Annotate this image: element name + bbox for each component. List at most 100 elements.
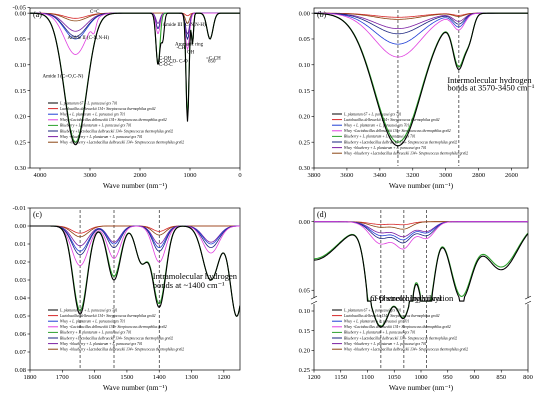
x-tick-label: 950 xyxy=(443,374,453,381)
x-axis-label: Wave number (nm⁻¹) xyxy=(389,383,454,392)
series-line xyxy=(30,12,240,146)
y-tick-label: 0.05 xyxy=(299,36,310,43)
y-tick-label: 0.05 xyxy=(15,36,26,43)
legend-entry: Whey +Lactobacillus delbrueckii 134+ Str… xyxy=(344,325,451,329)
x-tick-label: 0 xyxy=(238,172,241,179)
annotation-text: Aromatic ring xyxy=(175,43,204,48)
y-tick-label: 0.02 xyxy=(15,259,26,266)
y-tick-label: 0.04 xyxy=(15,295,27,302)
legend-entry: Blueberry +Lactobacillus delbrueckii 134… xyxy=(344,336,457,340)
legend-entry: Whey +blueberry + L. plantarum + L. para… xyxy=(60,342,143,346)
series-line xyxy=(314,221,528,230)
y-tick-label: 0.10 xyxy=(15,62,26,69)
annotation-text: bonds at ~1400 cm⁻¹ xyxy=(153,280,225,290)
panel-label: (d) xyxy=(317,210,327,219)
legend-entry: Whey +blueberry + L. plantarum + L. para… xyxy=(344,342,427,346)
legend-entry: Whey +Lactobacillus delbrueckii 134+ Str… xyxy=(60,325,167,329)
y-tick-label: 0.25 xyxy=(15,139,26,146)
annotation-text: =C-CH xyxy=(206,57,221,62)
legend-entry: Whey +blueberry + L. plantarum + L. para… xyxy=(60,135,143,139)
annotation-text: C-O-C xyxy=(159,63,173,68)
annotation-text: Amide III (C-N,N-H) xyxy=(163,23,207,28)
y-tick-label: 0.03 xyxy=(15,277,26,284)
axis-break-mark xyxy=(310,295,318,300)
annotation-text: OH xyxy=(187,50,195,55)
x-tick-label: 800 xyxy=(523,374,533,381)
legend-entry: L. plantarum 67 + L. paracasei grx 701 xyxy=(343,112,402,116)
y-tick-label: -0.05 xyxy=(12,5,26,12)
x-tick-label: 4000 xyxy=(34,172,47,179)
y-tick-label: 0.20 xyxy=(299,114,310,121)
legend: L. plantarum 67 + L. paracasei grx 701 La… xyxy=(332,308,468,352)
y-tick-label: 0.15 xyxy=(299,88,310,95)
legend-entry: Whey + L. plantarum + L. paracasei grx 7… xyxy=(344,124,409,128)
panel-b: (b) 3800 3600 3400 3200 3000 2800 2600 0.00 0.05 0… xyxy=(299,7,535,190)
annotation-text: C-O stretching vibration xyxy=(370,293,454,303)
y-tick-label: 0.15 xyxy=(15,88,26,95)
x-tick-label: 1100 xyxy=(361,374,374,381)
series-line xyxy=(314,12,528,58)
y-tick-label: -0.01 xyxy=(12,205,26,212)
x-tick-label: 1000 xyxy=(415,374,428,381)
legend-entry: Lactobacillus delbrueckii 134+ Streptoco… xyxy=(343,118,440,122)
legend-entry: Blueberry +Lactobacillus delbrueckii 134… xyxy=(60,336,173,340)
axis-break-mark xyxy=(524,295,532,300)
legend-entry: Lactobacillus delbrueckii 134+ Streptoco… xyxy=(59,107,156,111)
y-tick-label: 0.25 xyxy=(299,367,310,374)
y-tick-label: 0.10 xyxy=(299,308,310,315)
y-tick-label: 0.00 xyxy=(299,219,310,226)
legend-entry: Whey +blueberry +Lactobacillus delbrueck… xyxy=(344,152,468,156)
legend-entry: Whey +blueberry +Lactobacillus delbrueck… xyxy=(60,348,184,352)
legend-entry: Lactobacillus delbrueckii 134+ Streptoco… xyxy=(343,314,440,318)
y-tick-label: 0.08 xyxy=(15,367,26,374)
annotation-text: -CH xyxy=(177,46,186,51)
annotation-text: C-OH xyxy=(159,57,172,62)
annotation-text: C=C xyxy=(90,10,100,15)
panel-label: (c) xyxy=(33,210,42,219)
panel-label: (a) xyxy=(33,10,42,19)
x-tick-label: 1150 xyxy=(334,374,347,381)
y-tick-label: 0.00 xyxy=(15,10,26,17)
annotation-text: Intramolecular hydrogen xyxy=(153,271,238,281)
panel-a: (a) 4000 3000 2000 1000 0 -0.050.00 0.05 0.10 0.1… xyxy=(12,5,241,190)
x-tick-label: 2600 xyxy=(505,172,518,179)
legend: L. plantarum 67 + L. paracasei grx 701 La… xyxy=(48,101,184,145)
y-tick-label: 0.07 xyxy=(15,349,27,356)
legend-entry: Whey +Lactobacillus delbrueckii 134+ Str… xyxy=(344,129,451,133)
legend-entry: Blueberry + L. plantarum + L. paracasei … xyxy=(60,331,132,335)
y-tick-label: 0.01 xyxy=(15,241,26,248)
x-tick-label: 1000 xyxy=(184,172,197,179)
y-tick-label: 0.10 xyxy=(299,62,310,69)
y-tick-label: 0.30 xyxy=(15,165,26,172)
x-tick-label: 2000 xyxy=(134,172,147,179)
series-line xyxy=(30,12,240,25)
axis-break-mark xyxy=(524,300,532,305)
x-tick-label: 1600 xyxy=(88,374,101,381)
y-tick-label: 0.30 xyxy=(299,165,310,172)
annotation-text: Intermolecular hydrogen xyxy=(447,75,532,85)
plot-frame xyxy=(29,207,241,371)
legend: L. plantarum 67 + L. paracasei grx 701 La… xyxy=(332,112,468,156)
y-tick-label: 0.20 xyxy=(299,348,310,355)
x-tick-label: 1700 xyxy=(56,374,69,381)
legend-entry: Lactobacillus delbrueckii 134+ Streptoco… xyxy=(59,314,156,318)
panel-c: (c) 1800 1700 1600 1500 1400 1300 1200 -0.01 0.00… xyxy=(12,205,241,392)
x-tick-label: 3400 xyxy=(373,172,386,179)
annotation-text: bonds at 3570-3450 cm⁻¹ xyxy=(447,83,535,93)
axis-break-gap xyxy=(311,298,317,305)
annotation-text: C-O-CO- C-O xyxy=(159,60,188,65)
x-tick-label: 3200 xyxy=(406,172,419,179)
series-line xyxy=(30,12,240,19)
x-tick-label: 1200 xyxy=(308,374,321,381)
legend-entry: Whey + L. plantarum + L. paracasei grx 7… xyxy=(60,320,125,324)
legend-entry: L. plantarum 67 + L. paracasei grx 701 xyxy=(59,101,118,105)
x-tick-label: 1500 xyxy=(120,374,133,381)
annotation-text: Amide I (C=O,C-N) xyxy=(43,75,84,80)
x-tick-label: 1300 xyxy=(185,374,198,381)
legend-entry: Blueberry +Lactobacillus delbrueckii 134… xyxy=(344,140,457,144)
legend-entry: L. plantarum 67 + L. paracasei grx 701 xyxy=(59,308,118,312)
legend-entry: L. plantarum 67 + L. paracasei grx 701 xyxy=(343,308,402,312)
x-tick-label: 3600 xyxy=(340,172,353,179)
annotation-text: 650 xyxy=(208,60,216,65)
